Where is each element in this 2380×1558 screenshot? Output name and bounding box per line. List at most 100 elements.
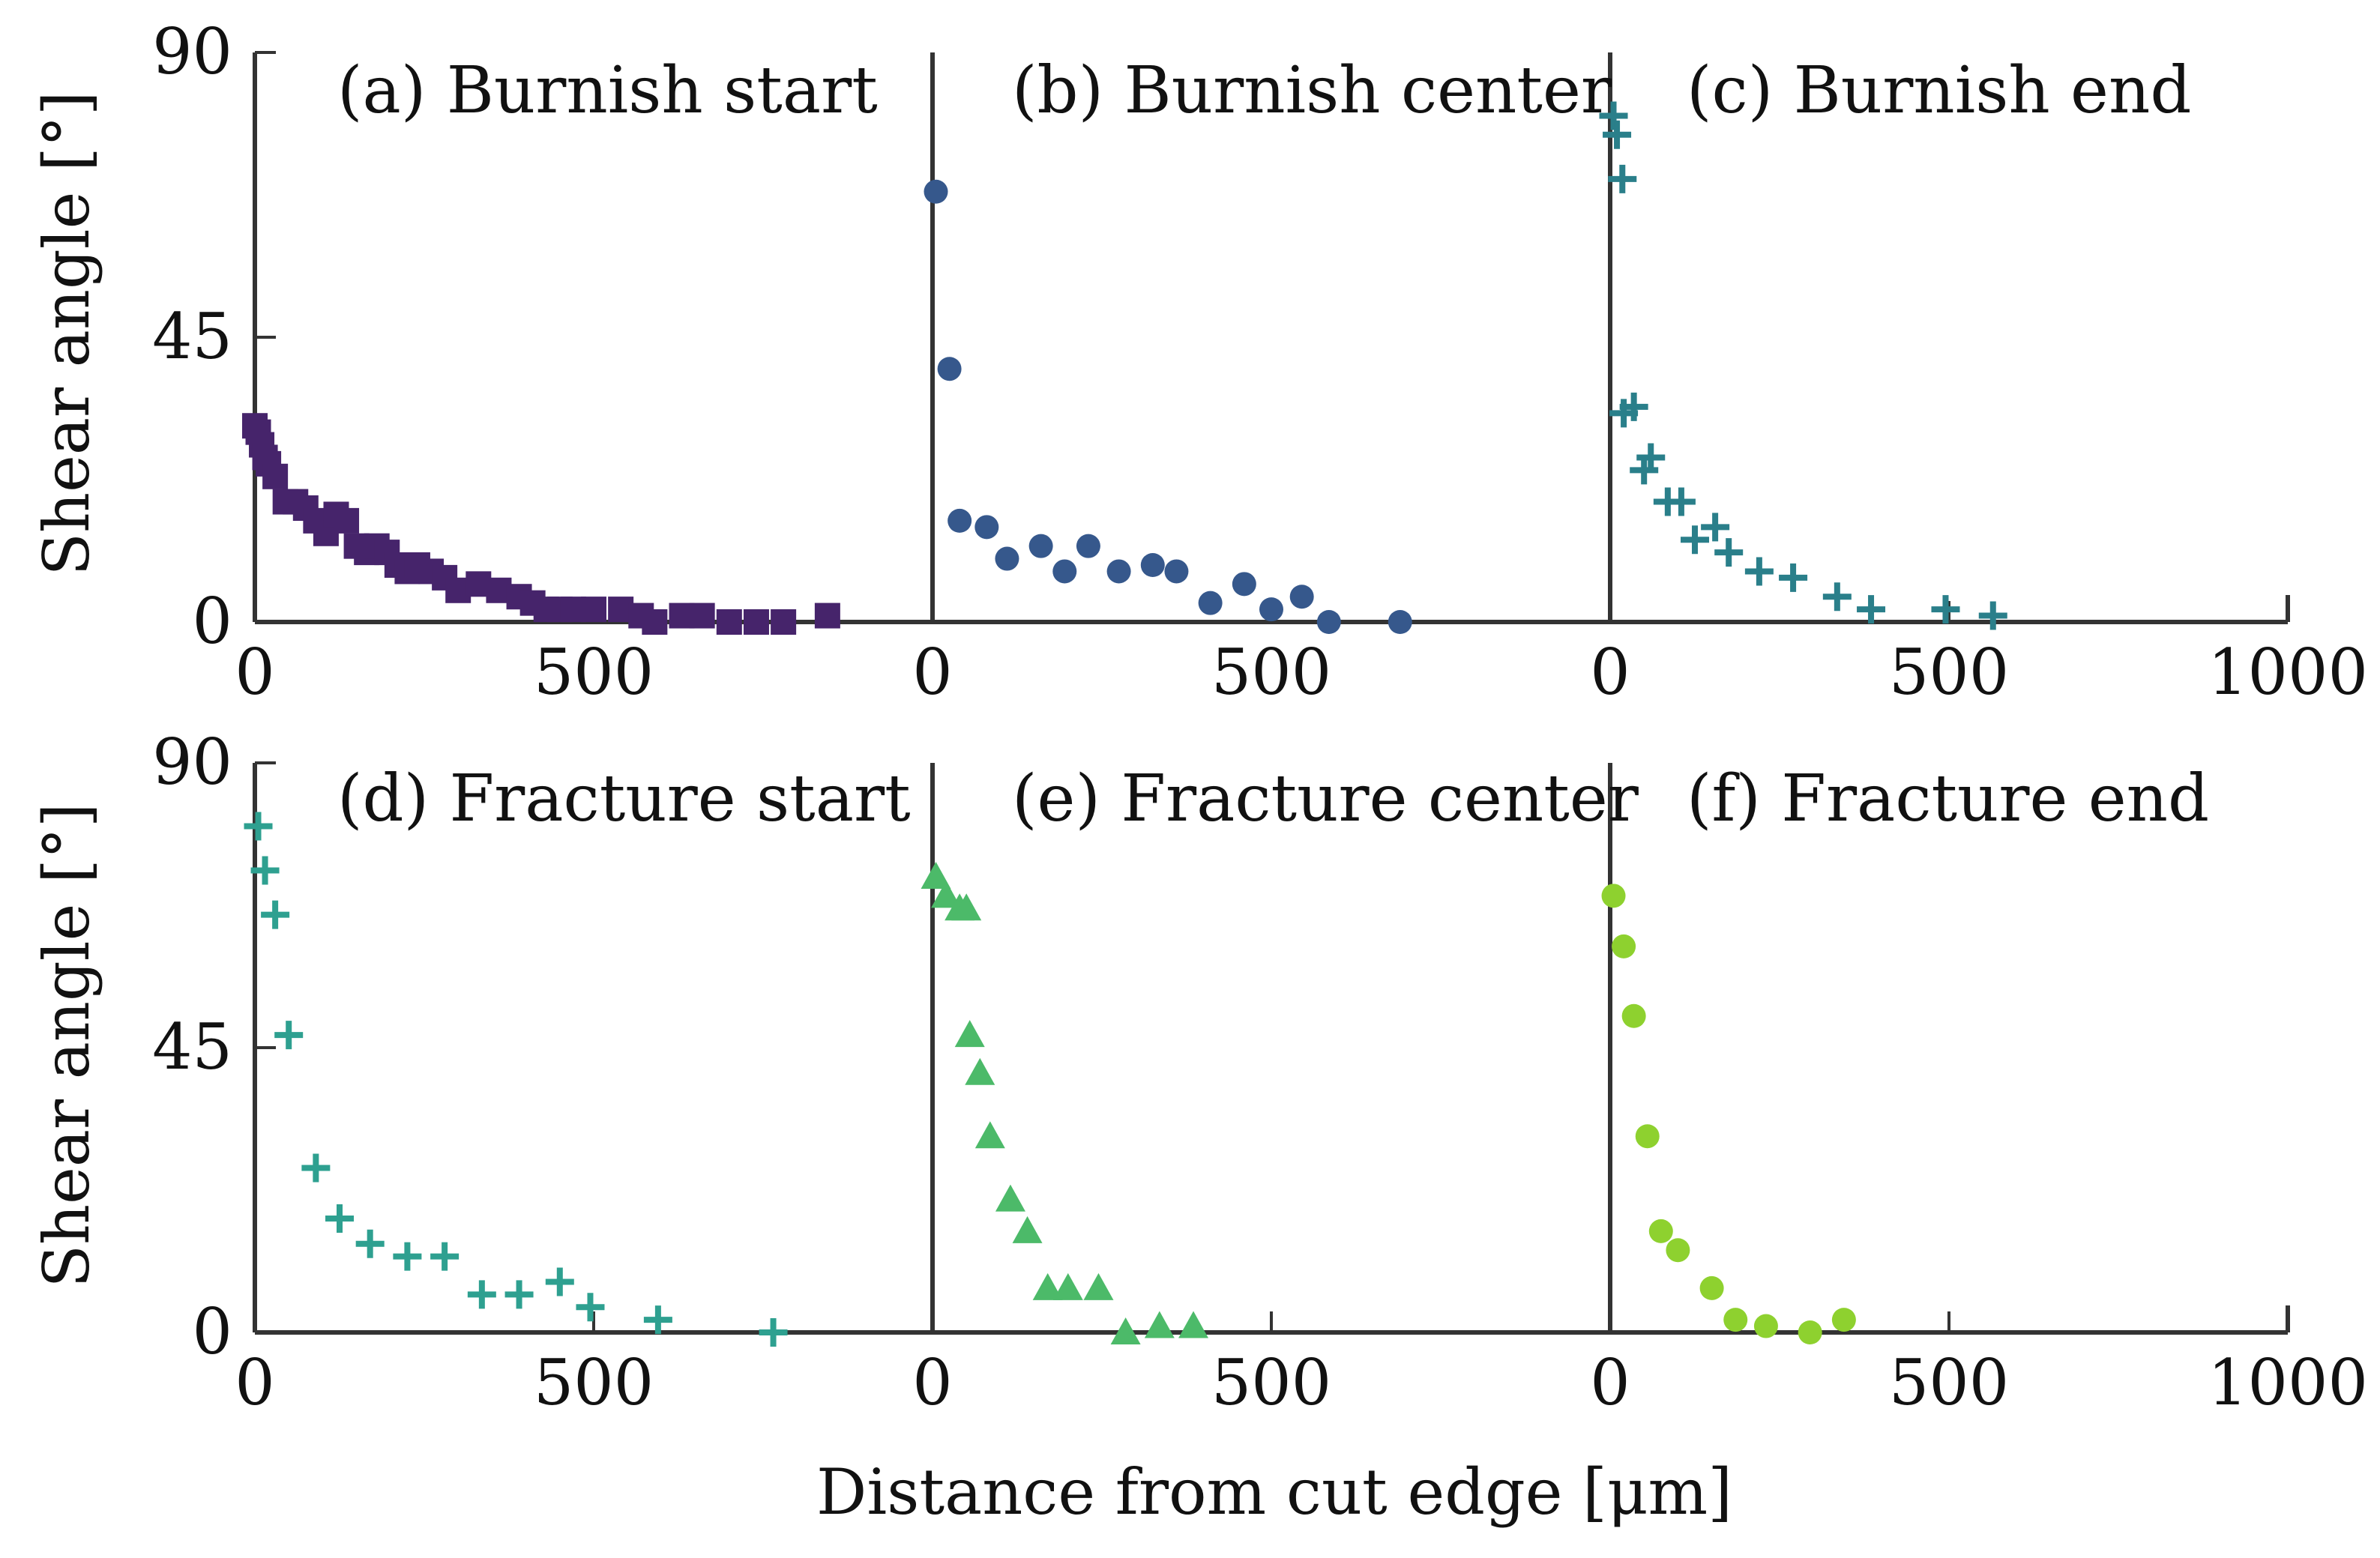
data-point [1608,164,1637,193]
data-point [1140,553,1165,577]
panel-title: (c) Burnish end [1687,53,2191,128]
data-point [1798,1320,1822,1344]
data-point [430,1242,460,1271]
data-point [995,546,1019,571]
data-point [1635,1124,1660,1149]
x-tick-label: 500 [534,1346,654,1419]
data-point [974,515,999,540]
data-point [814,603,840,629]
panel-bottom-3: (f) Fracture end [1601,761,2209,1344]
panel-top-3: (c) Burnish end [1599,53,2191,630]
x-axis-label: Distance from cut edge [μm] [816,1455,1732,1529]
data-point [716,609,742,635]
data-point [1259,597,1283,622]
data-point [1032,1272,1063,1300]
data-point [1106,559,1131,584]
data-point [937,357,962,381]
data-point [1012,1216,1043,1243]
data-point [1648,1219,1673,1243]
data-point [931,881,962,908]
panel-bottom-2: (e) Fracture center [921,761,1639,1344]
data-point [262,463,289,489]
data-point [1857,595,1886,624]
data-point [1723,1308,1748,1332]
data-point [1052,1272,1083,1300]
data-point [1028,534,1053,558]
chart-row-bottom: 0 45 90 0 500 0 500 0 500 1000 (d) Fracture start (… [152,725,2368,1419]
data-point [1714,538,1744,567]
data-point [1603,120,1632,149]
data-point [1931,595,1960,624]
data-point [1753,1314,1778,1338]
data-point [1666,487,1696,516]
panel-title: (f) Fracture end [1687,761,2209,836]
data-point [1822,582,1852,612]
panel-title: (e) Fracture center [1012,761,1639,836]
y-tick-label: 45 [152,1010,232,1084]
y-tick-label: 45 [152,300,232,373]
data-point [1164,559,1189,584]
data-point [261,900,290,929]
data-point [325,1204,354,1233]
panel-title: (a) Burnish start [337,53,878,128]
x-tick-label: 0 [235,635,274,709]
x-tick-label: 0 [912,635,952,709]
x-tick-label: 500 [534,635,654,709]
data-point [995,1184,1025,1212]
x-tick-label: 0 [235,1346,274,1419]
data-point [1178,1311,1209,1338]
data-point [467,1280,496,1309]
data-point [1083,1272,1114,1300]
y-axis-label-top: Shear angle [°] [30,91,103,576]
data-point [1601,884,1626,908]
data-point [1701,513,1730,542]
data-point [576,1293,605,1322]
data-point [244,812,273,841]
panel-top-1: (a) Burnish start [242,53,878,635]
data-point [250,856,280,885]
data-point [1636,443,1666,472]
data-point [355,1229,385,1258]
data-point [274,1021,304,1050]
data-point [948,508,972,533]
data-point [759,1318,788,1347]
x-tick-label: 500 [1889,635,2009,709]
data-point [1744,557,1774,586]
data-point [1316,610,1341,634]
data-point [1681,525,1709,555]
panel-bottom-1: (d) Fracture start [244,761,911,1347]
data-point [1978,601,2007,630]
panel-top-2: (b) Burnish center [924,53,1612,634]
data-point [921,862,951,889]
y-tick-label: 0 [193,1295,232,1368]
data-point [1076,534,1100,558]
data-point [301,1153,331,1183]
data-point [581,597,606,623]
panel-title: (d) Fracture start [337,761,911,836]
data-point [924,179,948,204]
data-point [334,507,360,534]
data-point [1110,1317,1141,1344]
data-point [689,603,715,629]
data-point [954,1020,985,1048]
panel-title: (b) Burnish center [1012,53,1612,128]
x-tick-label: 0 [1590,1346,1630,1419]
y-tick-label: 90 [152,15,232,88]
y-axis-label-bottom: Shear angle [°] [30,803,103,1287]
data-point [1699,1275,1724,1300]
data-point [1612,934,1636,958]
y-tick-label: 90 [152,725,232,799]
data-point [1388,610,1412,634]
x-tick-label: 1000 [2208,1346,2368,1419]
data-point [743,609,769,635]
y-tick-label: 0 [193,585,232,658]
data-point [1621,1003,1646,1028]
chart-row-top: 0 45 90 0 500 0 500 0 500 1000 (a) Burnish start (b… [152,15,2368,709]
data-point [1779,563,1808,592]
x-tick-label: 500 [1889,1346,2009,1419]
data-point [642,609,668,635]
x-tick-label: 500 [1211,1346,1331,1419]
data-point [771,609,797,635]
